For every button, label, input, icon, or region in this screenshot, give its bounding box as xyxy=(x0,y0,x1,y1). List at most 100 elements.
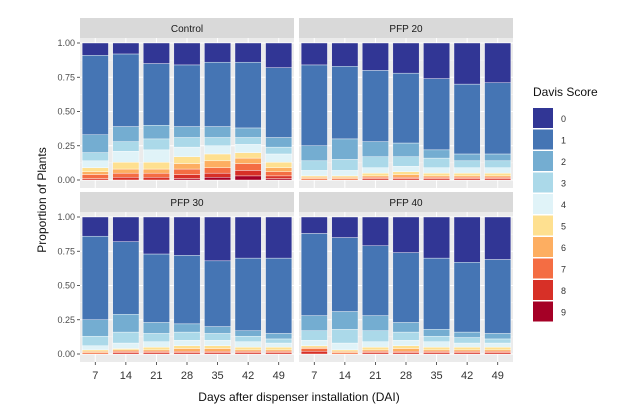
bar-segment-score-7 xyxy=(392,351,420,353)
bar-segment-score-1 xyxy=(265,257,293,334)
bar-segment-score-2 xyxy=(392,322,420,333)
facet-title-0: Control xyxy=(171,24,203,35)
bar-segment-score-0 xyxy=(234,216,262,259)
bar-segment-score-0 xyxy=(81,42,109,56)
facet-title-1: PFP 20 xyxy=(389,24,423,35)
bar-segment-score-4 xyxy=(423,341,450,348)
bar-segment-score-1 xyxy=(300,64,328,146)
bar-segment-score-1 xyxy=(81,55,109,135)
bar-segment-score-6 xyxy=(112,349,140,352)
bar-segment-score-1 xyxy=(234,61,262,129)
bar-segment-score-2 xyxy=(331,138,359,160)
bar-segment-score-0 xyxy=(112,42,140,55)
bar-segment-score-1 xyxy=(392,72,420,144)
bar-segment-score-3 xyxy=(362,156,389,168)
bar-segment-score-7 xyxy=(362,351,389,353)
bar-segment-score-8 xyxy=(453,352,481,355)
bar-segment-score-3 xyxy=(265,146,293,155)
bar-segment-score-2 xyxy=(453,331,481,338)
bar-segment-score-4 xyxy=(423,167,450,174)
legend-label-3: 3 xyxy=(561,179,566,189)
bar-segment-score-0 xyxy=(112,216,140,242)
facet-strip-1 xyxy=(299,18,513,38)
bar-segment-score-5 xyxy=(143,346,170,351)
legend-label-4: 4 xyxy=(561,200,566,210)
legend-key-3 xyxy=(533,172,553,193)
bar-segment-score-4 xyxy=(300,340,328,346)
bar-segment-score-9 xyxy=(234,175,262,181)
bar-segment-score-6 xyxy=(362,175,389,178)
bar-segment-score-8 xyxy=(423,178,450,181)
bar-segment-score-0 xyxy=(265,216,293,259)
bar-segment-score-1 xyxy=(484,259,512,334)
bar-segment-score-0 xyxy=(484,42,512,83)
bar-segment-score-8 xyxy=(234,170,262,177)
bar-segment-score-3 xyxy=(300,330,328,341)
bar-segment-score-8 xyxy=(300,351,328,355)
bar-segment-score-2 xyxy=(300,315,328,331)
bar-segment-score-3 xyxy=(81,335,109,346)
bar-segment-score-0 xyxy=(484,216,512,260)
bar-segment-score-3 xyxy=(423,335,450,342)
bar-segment-score-2 xyxy=(423,329,450,337)
bar-segment-score-1 xyxy=(204,260,231,327)
legend-key-7 xyxy=(533,258,553,279)
bar-segment-score-7 xyxy=(112,351,140,353)
y-tick-label: 0.50 xyxy=(57,281,75,291)
bar-segment-score-1 xyxy=(331,237,359,312)
bar-segment-score-7 xyxy=(484,177,512,179)
bar-segment-score-2 xyxy=(81,134,109,153)
x-tick-label: 7 xyxy=(311,370,317,382)
bar-segment-score-1 xyxy=(453,262,481,333)
bar-segment-score-2 xyxy=(484,153,512,162)
bar-segment-score-8 xyxy=(81,178,109,181)
bar-segment-score-6 xyxy=(300,177,328,179)
x-tick-label: 42 xyxy=(461,370,473,382)
legend-label-1: 1 xyxy=(561,136,566,146)
bar-segment-score-8 xyxy=(362,178,389,181)
bar-segment-score-3 xyxy=(81,152,109,162)
bar-segment-score-4 xyxy=(362,167,389,174)
y-tick-label: 0.75 xyxy=(57,246,75,256)
bar-segment-score-2 xyxy=(265,137,293,148)
bar-segment-score-3 xyxy=(173,331,201,341)
bar-segment-score-7 xyxy=(112,172,140,178)
bar-segment-score-7 xyxy=(173,351,201,353)
bar-segment-score-7 xyxy=(300,348,328,352)
bar-segment-score-5 xyxy=(81,167,109,172)
bar-segment-score-5 xyxy=(234,152,262,159)
bar-segment-score-9 xyxy=(173,178,201,181)
facet-strip-3 xyxy=(299,192,513,212)
bar-segment-score-5 xyxy=(484,172,512,177)
bar-segment-score-5 xyxy=(423,172,450,177)
bar-segment-score-6 xyxy=(453,349,481,352)
bar-segment-score-7 xyxy=(81,174,109,179)
bar-segment-score-0 xyxy=(173,42,201,66)
bar-segment-score-2 xyxy=(143,124,170,140)
bar-segment-score-6 xyxy=(81,351,109,353)
bar-segment-score-1 xyxy=(453,83,481,155)
bar-segment-score-6 xyxy=(392,348,420,352)
bar-segment-score-4 xyxy=(112,342,140,349)
x-tick-label: 49 xyxy=(492,370,504,382)
bar-segment-score-8 xyxy=(204,352,231,355)
bar-segment-score-5 xyxy=(362,172,389,177)
bar-segment-score-1 xyxy=(112,53,140,127)
bar-segment-score-3 xyxy=(204,137,231,146)
legend-title: Davis Score xyxy=(533,85,598,99)
bar-segment-score-1 xyxy=(265,67,293,138)
bar-segment-score-1 xyxy=(362,245,389,316)
bar-segment-score-4 xyxy=(362,341,389,348)
bar-segment-score-4 xyxy=(331,342,359,351)
bar-segment-score-2 xyxy=(234,127,262,138)
bar-segment-score-1 xyxy=(81,235,109,320)
bar-segment-score-0 xyxy=(300,42,328,66)
bar-segment-score-6 xyxy=(112,168,140,174)
bar-segment-score-7 xyxy=(362,177,389,179)
x-tick-label: 21 xyxy=(369,370,381,382)
bar-segment-score-2 xyxy=(331,311,359,330)
bar-segment-score-5 xyxy=(331,175,359,178)
bar-segment-score-2 xyxy=(143,322,170,334)
bar-segment-score-5 xyxy=(112,161,140,170)
